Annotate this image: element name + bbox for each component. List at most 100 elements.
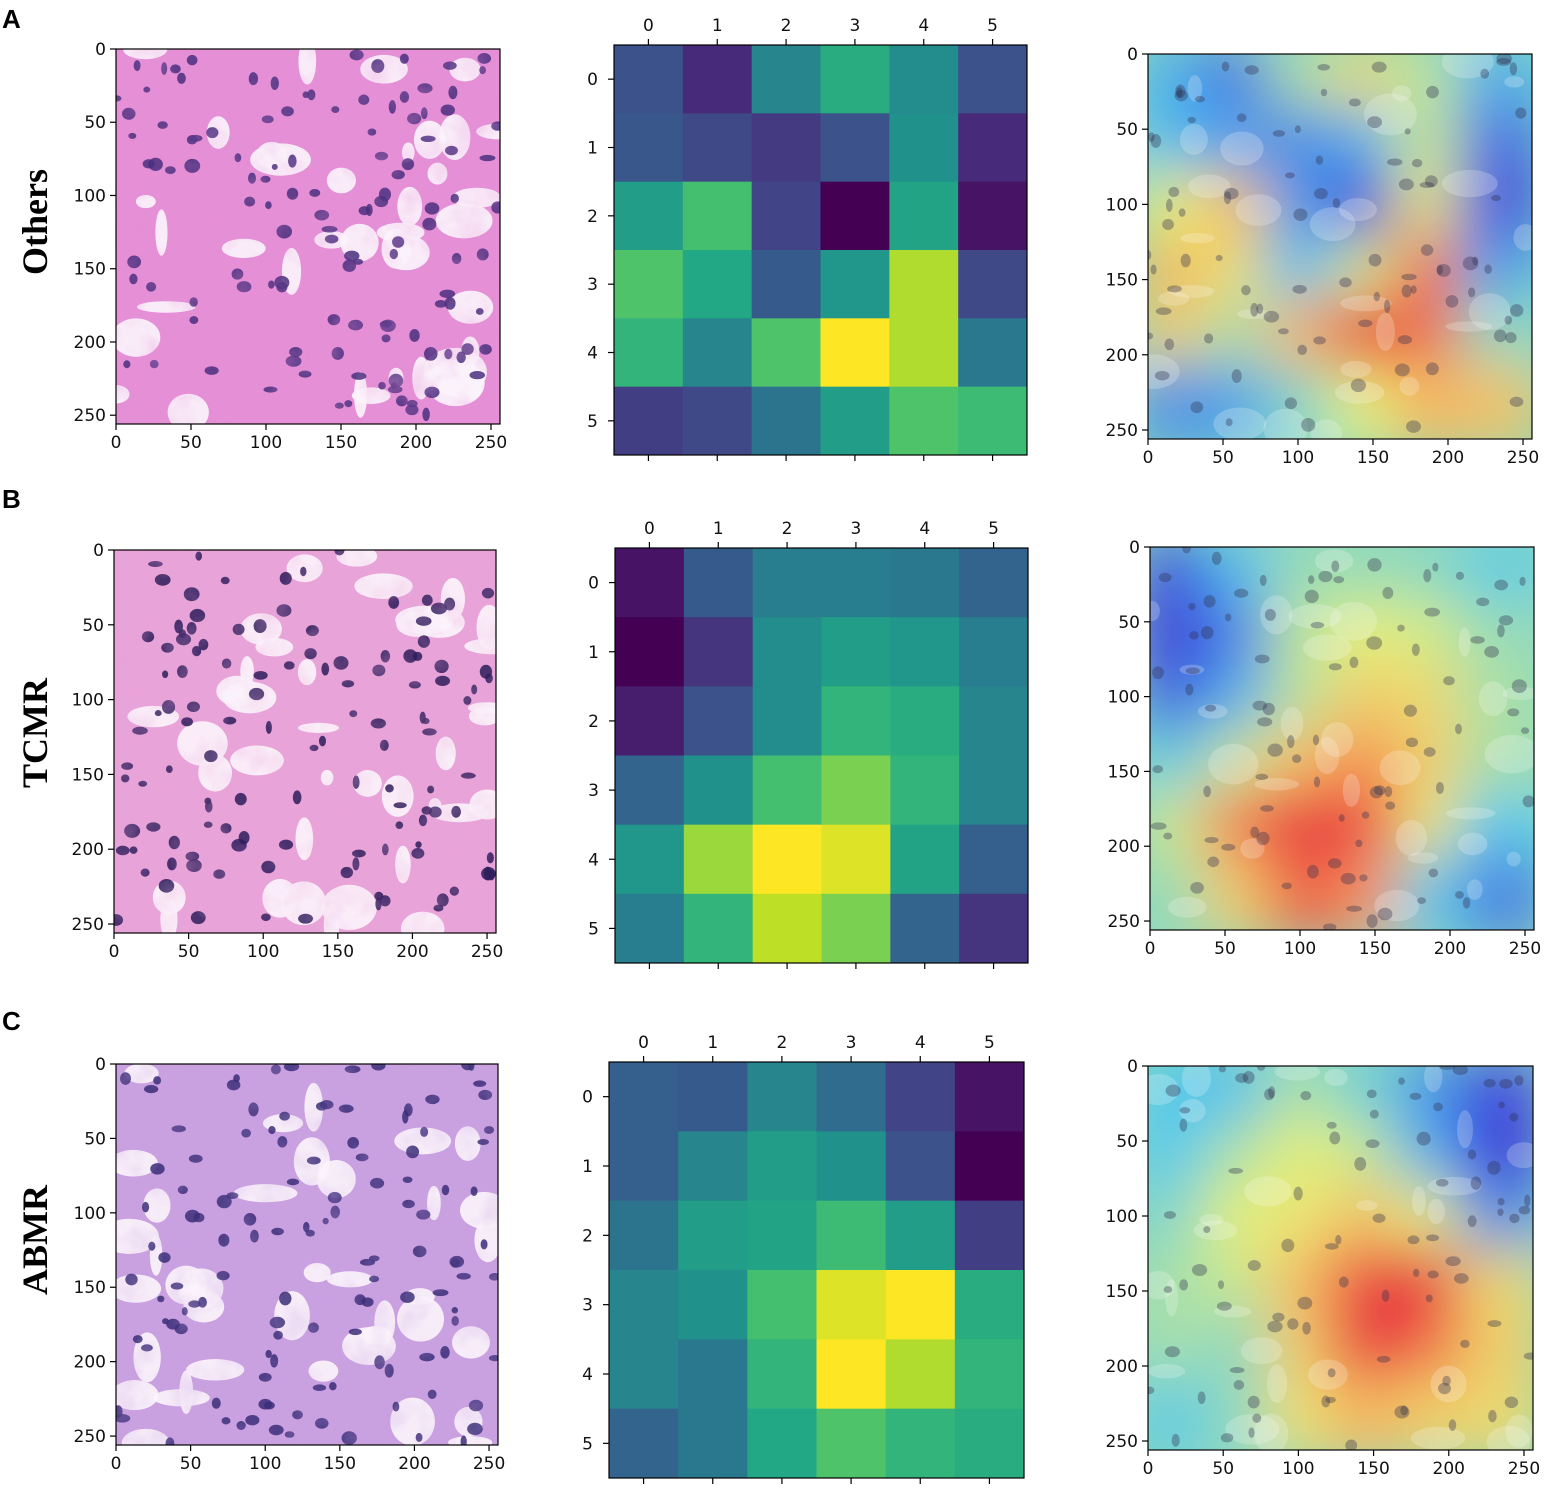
heatmap-cell-3-4 [890, 755, 960, 826]
heatmap-cell-0-5 [954, 1062, 1025, 1132]
heatmap-cell-0-2 [747, 1062, 817, 1132]
panel-letter: A [2, 4, 21, 34]
heatmap-cell-2-5 [958, 181, 1028, 251]
heatmap-cell-4-3 [821, 824, 891, 895]
x-tick-label: 50 [1214, 939, 1236, 959]
heatmap-cell-1-2 [747, 1131, 817, 1202]
heatmap-cell-0-5 [958, 45, 1028, 114]
heatmap-row-label: 2 [588, 712, 599, 732]
heatmap-cell-1-5 [959, 617, 1029, 687]
heatmap-cell-4-4 [889, 318, 959, 388]
histology-image-frame [115, 48, 501, 425]
heatmap-frame [614, 547, 1029, 964]
heatmap-col-label: 3 [846, 1033, 857, 1053]
heatmap-row-label: 4 [587, 344, 598, 364]
y-tick-label: 100 [74, 1204, 106, 1224]
heatmap-cell-5-5 [958, 386, 1028, 456]
heatmap-cell-2-4 [890, 686, 960, 756]
heatmap-col-label: 1 [712, 16, 723, 36]
x-tick-label: 0 [111, 1454, 122, 1474]
row-label: ABMR [15, 1184, 55, 1295]
y-tick-label: 200 [74, 333, 106, 353]
heatmap-cell-1-0 [615, 617, 685, 687]
heatmap-cell-2-3 [821, 686, 891, 756]
heatmap-col-label: 3 [850, 16, 861, 36]
heatmap-col-label: 2 [782, 519, 793, 539]
histology-image-frame [113, 549, 497, 934]
heatmap-cell-3-1 [683, 755, 754, 826]
y-tick-label: 100 [74, 186, 106, 206]
heatmap-cell-5-2 [747, 1408, 817, 1479]
heatmap-cell-5-1 [682, 386, 753, 456]
histology-image: 0 0 50 50 100 100 150 150 200 200 250 250 [72, 541, 504, 962]
heatmap-cell-4-2 [752, 824, 822, 895]
x-tick-label: 150 [1357, 448, 1389, 468]
heatmap-cell-1-1 [678, 1131, 748, 1202]
y-tick-label: 50 [1116, 1132, 1138, 1152]
heatmap-frame [608, 1061, 1025, 1479]
heatmap-cell-1-4 [889, 113, 959, 183]
heatmap-cell-0-4 [885, 1062, 956, 1132]
x-tick-label: 250 [473, 1454, 505, 1474]
heatmap-cell-1-0 [614, 113, 684, 183]
heatmap-cell-2-0 [615, 686, 685, 756]
heatmap-cell-0-3 [820, 45, 890, 114]
x-tick-label: 50 [180, 433, 202, 453]
heatmap-col-label: 4 [915, 1033, 926, 1053]
heatmap-row-label: 1 [587, 139, 598, 159]
y-tick-label: 50 [82, 616, 104, 636]
y-tick-label: 50 [84, 1129, 106, 1149]
heatmap-frame [613, 44, 1028, 456]
heatmap-row-label: 1 [582, 1157, 593, 1177]
y-tick-label: 100 [1108, 688, 1140, 708]
x-tick-label: 50 [178, 942, 200, 962]
heatmap-cell-1-1 [682, 113, 753, 183]
heatmap-cell-0-4 [889, 45, 959, 114]
heatmap-cell-1-4 [885, 1131, 956, 1202]
x-tick-label: 200 [396, 942, 428, 962]
heatmap-cell-4-3 [816, 1339, 887, 1410]
heatmap-row-label: 2 [587, 207, 598, 227]
y-tick-label: 250 [1106, 1432, 1138, 1452]
histology-image: 0 0 50 50 100 100 150 150 200 200 250 250 [74, 40, 508, 453]
heatmap-col-label: 2 [781, 16, 792, 36]
heatmap-cell-1-5 [958, 113, 1028, 183]
heatmap-cell-0-5 [959, 548, 1029, 618]
x-tick-label: 50 [180, 1454, 202, 1474]
gradcam-overlay-frame [1147, 53, 1533, 440]
heatmap-cell-2-5 [954, 1200, 1025, 1271]
y-tick-label: 150 [1106, 1282, 1138, 1302]
heatmap-cell-5-0 [609, 1408, 679, 1479]
x-tick-label: 100 [247, 942, 279, 962]
heatmap-row-label: 4 [582, 1365, 593, 1385]
heatmap-cell-0-0 [614, 45, 684, 114]
y-tick-label: 250 [1108, 912, 1140, 932]
heatmap-cell-2-1 [678, 1200, 748, 1271]
heatmap-row-label: 0 [587, 70, 598, 90]
heatmap-col-label: 5 [987, 16, 998, 36]
heatmap-cell-4-0 [614, 318, 684, 388]
gradcam-overlay: 0 0 50 50 100 100 150 150 200 200 250 250 [1108, 538, 1542, 959]
heatmap-cell-0-1 [678, 1062, 748, 1132]
x-tick-label: 0 [1143, 1459, 1154, 1479]
heatmap-cell-0-1 [683, 548, 754, 618]
x-tick-label: 250 [1509, 939, 1541, 959]
heatmap-cell-0-1 [682, 45, 753, 114]
x-tick-label: 0 [109, 942, 120, 962]
heatmap-cell-3-5 [954, 1270, 1025, 1340]
heatmap-cell-5-0 [615, 893, 685, 964]
attention-heatmap: 0 1 2 3 4 5 0 1 2 3 4 5 [588, 519, 1029, 969]
gradcam-overlay: 0 0 50 50 100 100 150 150 200 200 250 250 [1106, 45, 1540, 468]
heatmap-cell-5-2 [751, 386, 821, 456]
histology-image: 0 0 50 50 100 100 150 150 200 200 250 250 [74, 1055, 506, 1474]
heatmap-cell-0-2 [751, 45, 821, 114]
heatmap-cell-4-5 [954, 1339, 1025, 1410]
heatmap-cell-5-4 [885, 1408, 956, 1479]
heatmap-cell-3-4 [889, 250, 959, 319]
heatmap-cell-3-5 [959, 755, 1029, 826]
heatmap-cell-5-3 [816, 1408, 887, 1479]
heatmap-cell-1-2 [752, 617, 822, 687]
heatmap-cell-3-5 [958, 250, 1028, 319]
heatmap-cell-3-3 [821, 755, 891, 826]
